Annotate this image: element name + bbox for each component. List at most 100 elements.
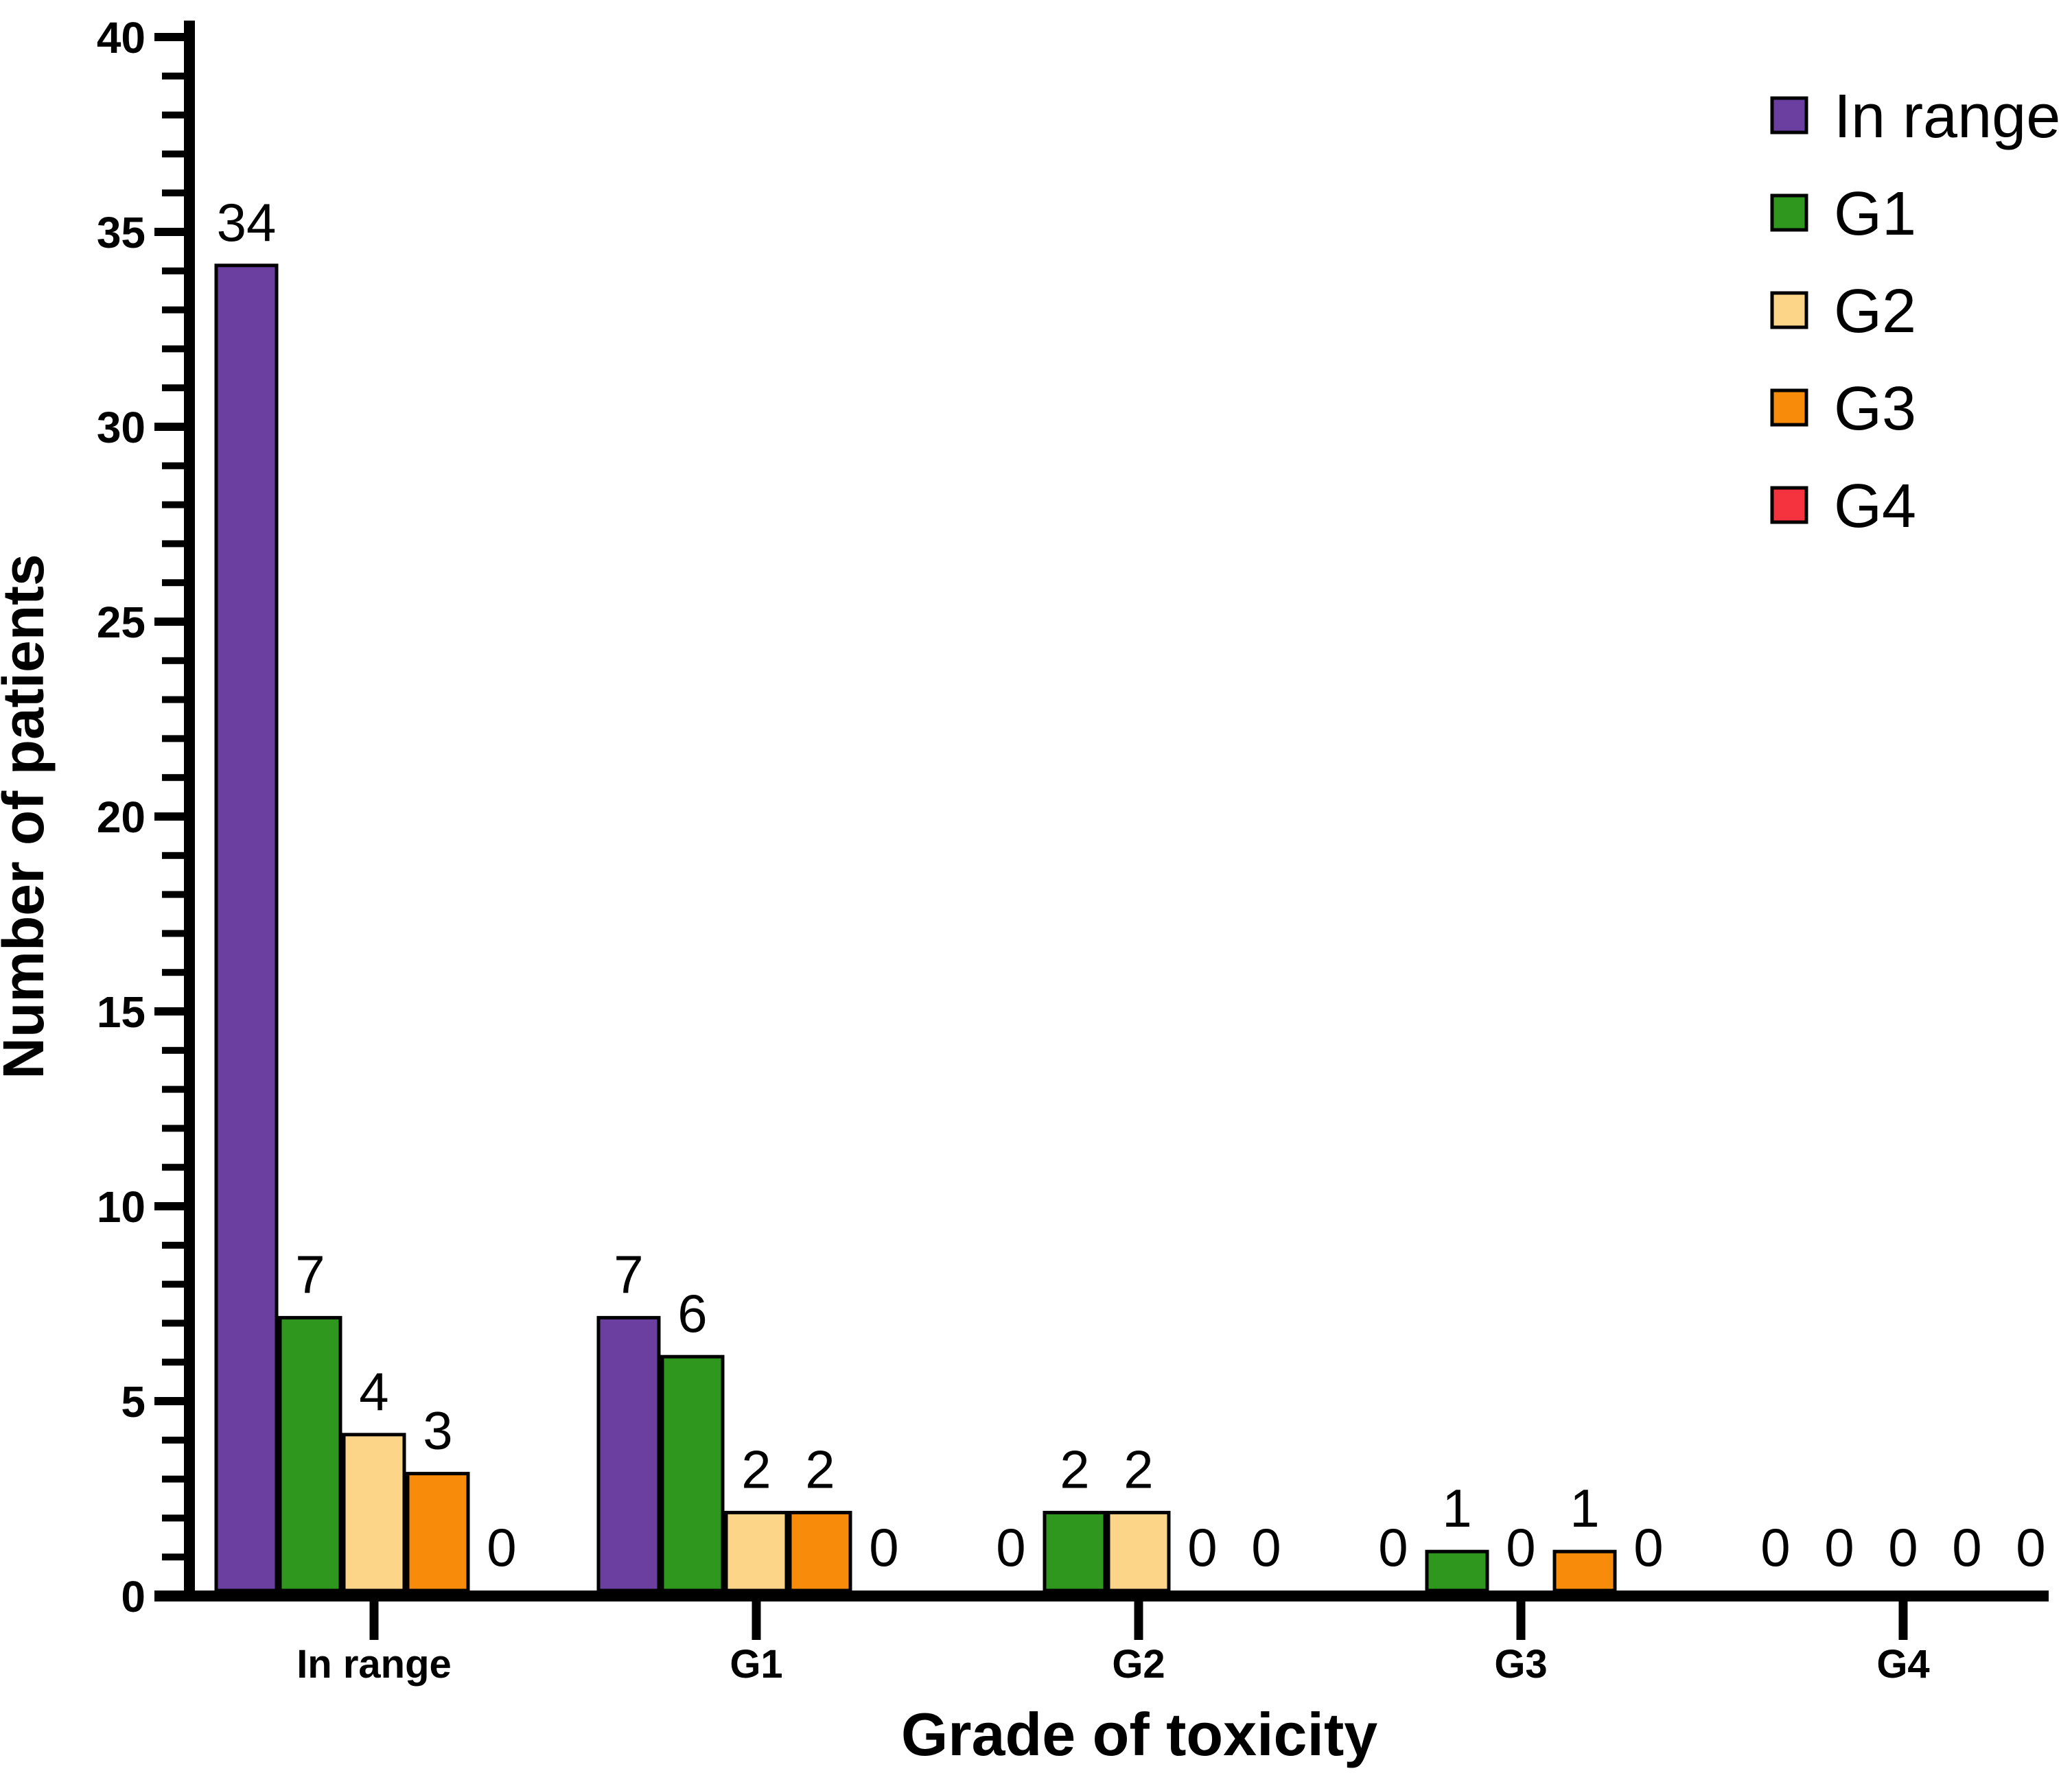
bar (1425, 1549, 1489, 1593)
y-minor-tick (162, 111, 184, 119)
y-minor-tick (162, 150, 184, 158)
bar (278, 1315, 342, 1593)
bar (1043, 1510, 1107, 1593)
legend-label: In range (1834, 82, 2060, 151)
y-tick-label: 20 (97, 793, 145, 842)
legend: In range G1 G2 G3 G4 (1770, 82, 2060, 541)
legend-label: G1 (1834, 180, 1916, 248)
y-tick-label: 35 (97, 208, 145, 257)
x-tick (1516, 1601, 1526, 1640)
bars-layer (214, 263, 1617, 1593)
x-tick (369, 1601, 379, 1640)
bar (788, 1510, 852, 1593)
y-minor-tick (162, 462, 184, 469)
y-minor-tick (162, 969, 184, 976)
bar-value-label: 0 (1952, 1517, 1981, 1577)
legend-swatch (1770, 96, 1808, 134)
legend-label: G4 (1834, 472, 1916, 541)
legend-swatch (1770, 193, 1808, 232)
y-minor-tick (162, 540, 184, 548)
bar-value-label: 1 (1570, 1478, 1599, 1538)
bar-value-label: 3 (423, 1400, 452, 1461)
bar-value-label: 0 (1760, 1517, 1790, 1577)
bar (596, 1315, 661, 1593)
x-tick (752, 1601, 761, 1640)
bar-value-label: 1 (1442, 1478, 1471, 1538)
y-major-tick (154, 1007, 184, 1016)
y-minor-tick (162, 1475, 184, 1483)
y-minor-tick (162, 1553, 184, 1561)
bar-value-label: 7 (295, 1244, 325, 1304)
y-major-tick (154, 1397, 184, 1405)
y-minor-tick (162, 1125, 184, 1132)
y-minor-tick (162, 852, 184, 859)
y-minor-tick (162, 1359, 184, 1366)
y-minor-tick (162, 1085, 184, 1093)
y-minor-tick (162, 1164, 184, 1171)
y-minor-tick (162, 930, 184, 937)
y-tick-label: 25 (97, 598, 145, 647)
x-axis-line (154, 1591, 2049, 1601)
x-tick-label: G4 (1876, 1642, 1929, 1687)
y-tick-label: 5 (121, 1377, 145, 1427)
bar-value-label: 0 (1378, 1517, 1408, 1577)
y-minor-tick (162, 696, 184, 703)
y-tick-label: 15 (97, 987, 145, 1037)
y-major-tick (154, 228, 184, 236)
bar-value-label: 2 (805, 1439, 835, 1499)
y-minor-tick (162, 72, 184, 80)
bar-value-label: 0 (1824, 1517, 1854, 1577)
y-tick-label: 30 (97, 403, 145, 452)
x-axis-title: Grade of toxicity (901, 1700, 1377, 1768)
y-minor-tick (162, 891, 184, 898)
y-major-tick (154, 618, 184, 626)
y-tick-label: 10 (97, 1182, 145, 1232)
y-axis-title: Number of patients (0, 554, 56, 1079)
bar-value-label: 0 (996, 1517, 1025, 1577)
x-tick-label: G1 (730, 1642, 782, 1687)
y-minor-tick (162, 1046, 184, 1054)
y-minor-tick (162, 657, 184, 664)
bar-value-label: 2 (1124, 1439, 1153, 1499)
legend-swatch (1770, 388, 1808, 427)
y-minor-tick (162, 1319, 184, 1327)
legend-label: G2 (1834, 277, 1916, 346)
x-tick-label: G2 (1112, 1642, 1165, 1687)
y-minor-tick (162, 1280, 184, 1288)
bar (406, 1472, 470, 1593)
bar-value-label: 0 (487, 1517, 516, 1577)
bar-value-label: 0 (1888, 1517, 1918, 1577)
legend-swatch (1770, 486, 1808, 524)
y-minor-tick (162, 1514, 184, 1522)
x-tick-label: In range (296, 1642, 452, 1687)
y-minor-tick (162, 501, 184, 508)
y-minor-tick (162, 579, 184, 587)
bar (342, 1433, 406, 1593)
bar (214, 263, 279, 1593)
y-minor-tick (162, 267, 184, 274)
bar-value-label: 0 (1251, 1517, 1281, 1577)
bar (724, 1510, 789, 1593)
y-minor-tick (162, 189, 184, 197)
y-major-tick (154, 423, 184, 431)
legend-label: G3 (1834, 375, 1916, 443)
y-minor-tick (162, 306, 184, 314)
y-minor-tick (162, 384, 184, 392)
y-minor-tick (162, 1241, 184, 1249)
y-minor-tick (162, 1436, 184, 1444)
bar-value-label: 0 (2016, 1517, 2045, 1577)
bar-value-label: 34 (217, 192, 277, 253)
bar-value-label: 2 (741, 1439, 771, 1499)
bar-value-label: 2 (1060, 1439, 1089, 1499)
y-minor-tick (162, 345, 184, 353)
y-minor-tick (162, 774, 184, 782)
x-tick-label: G3 (1494, 1642, 1547, 1687)
x-tick (1134, 1601, 1143, 1640)
bar-value-label: 0 (1506, 1517, 1535, 1577)
y-minor-tick (162, 735, 184, 742)
bar (660, 1354, 725, 1593)
